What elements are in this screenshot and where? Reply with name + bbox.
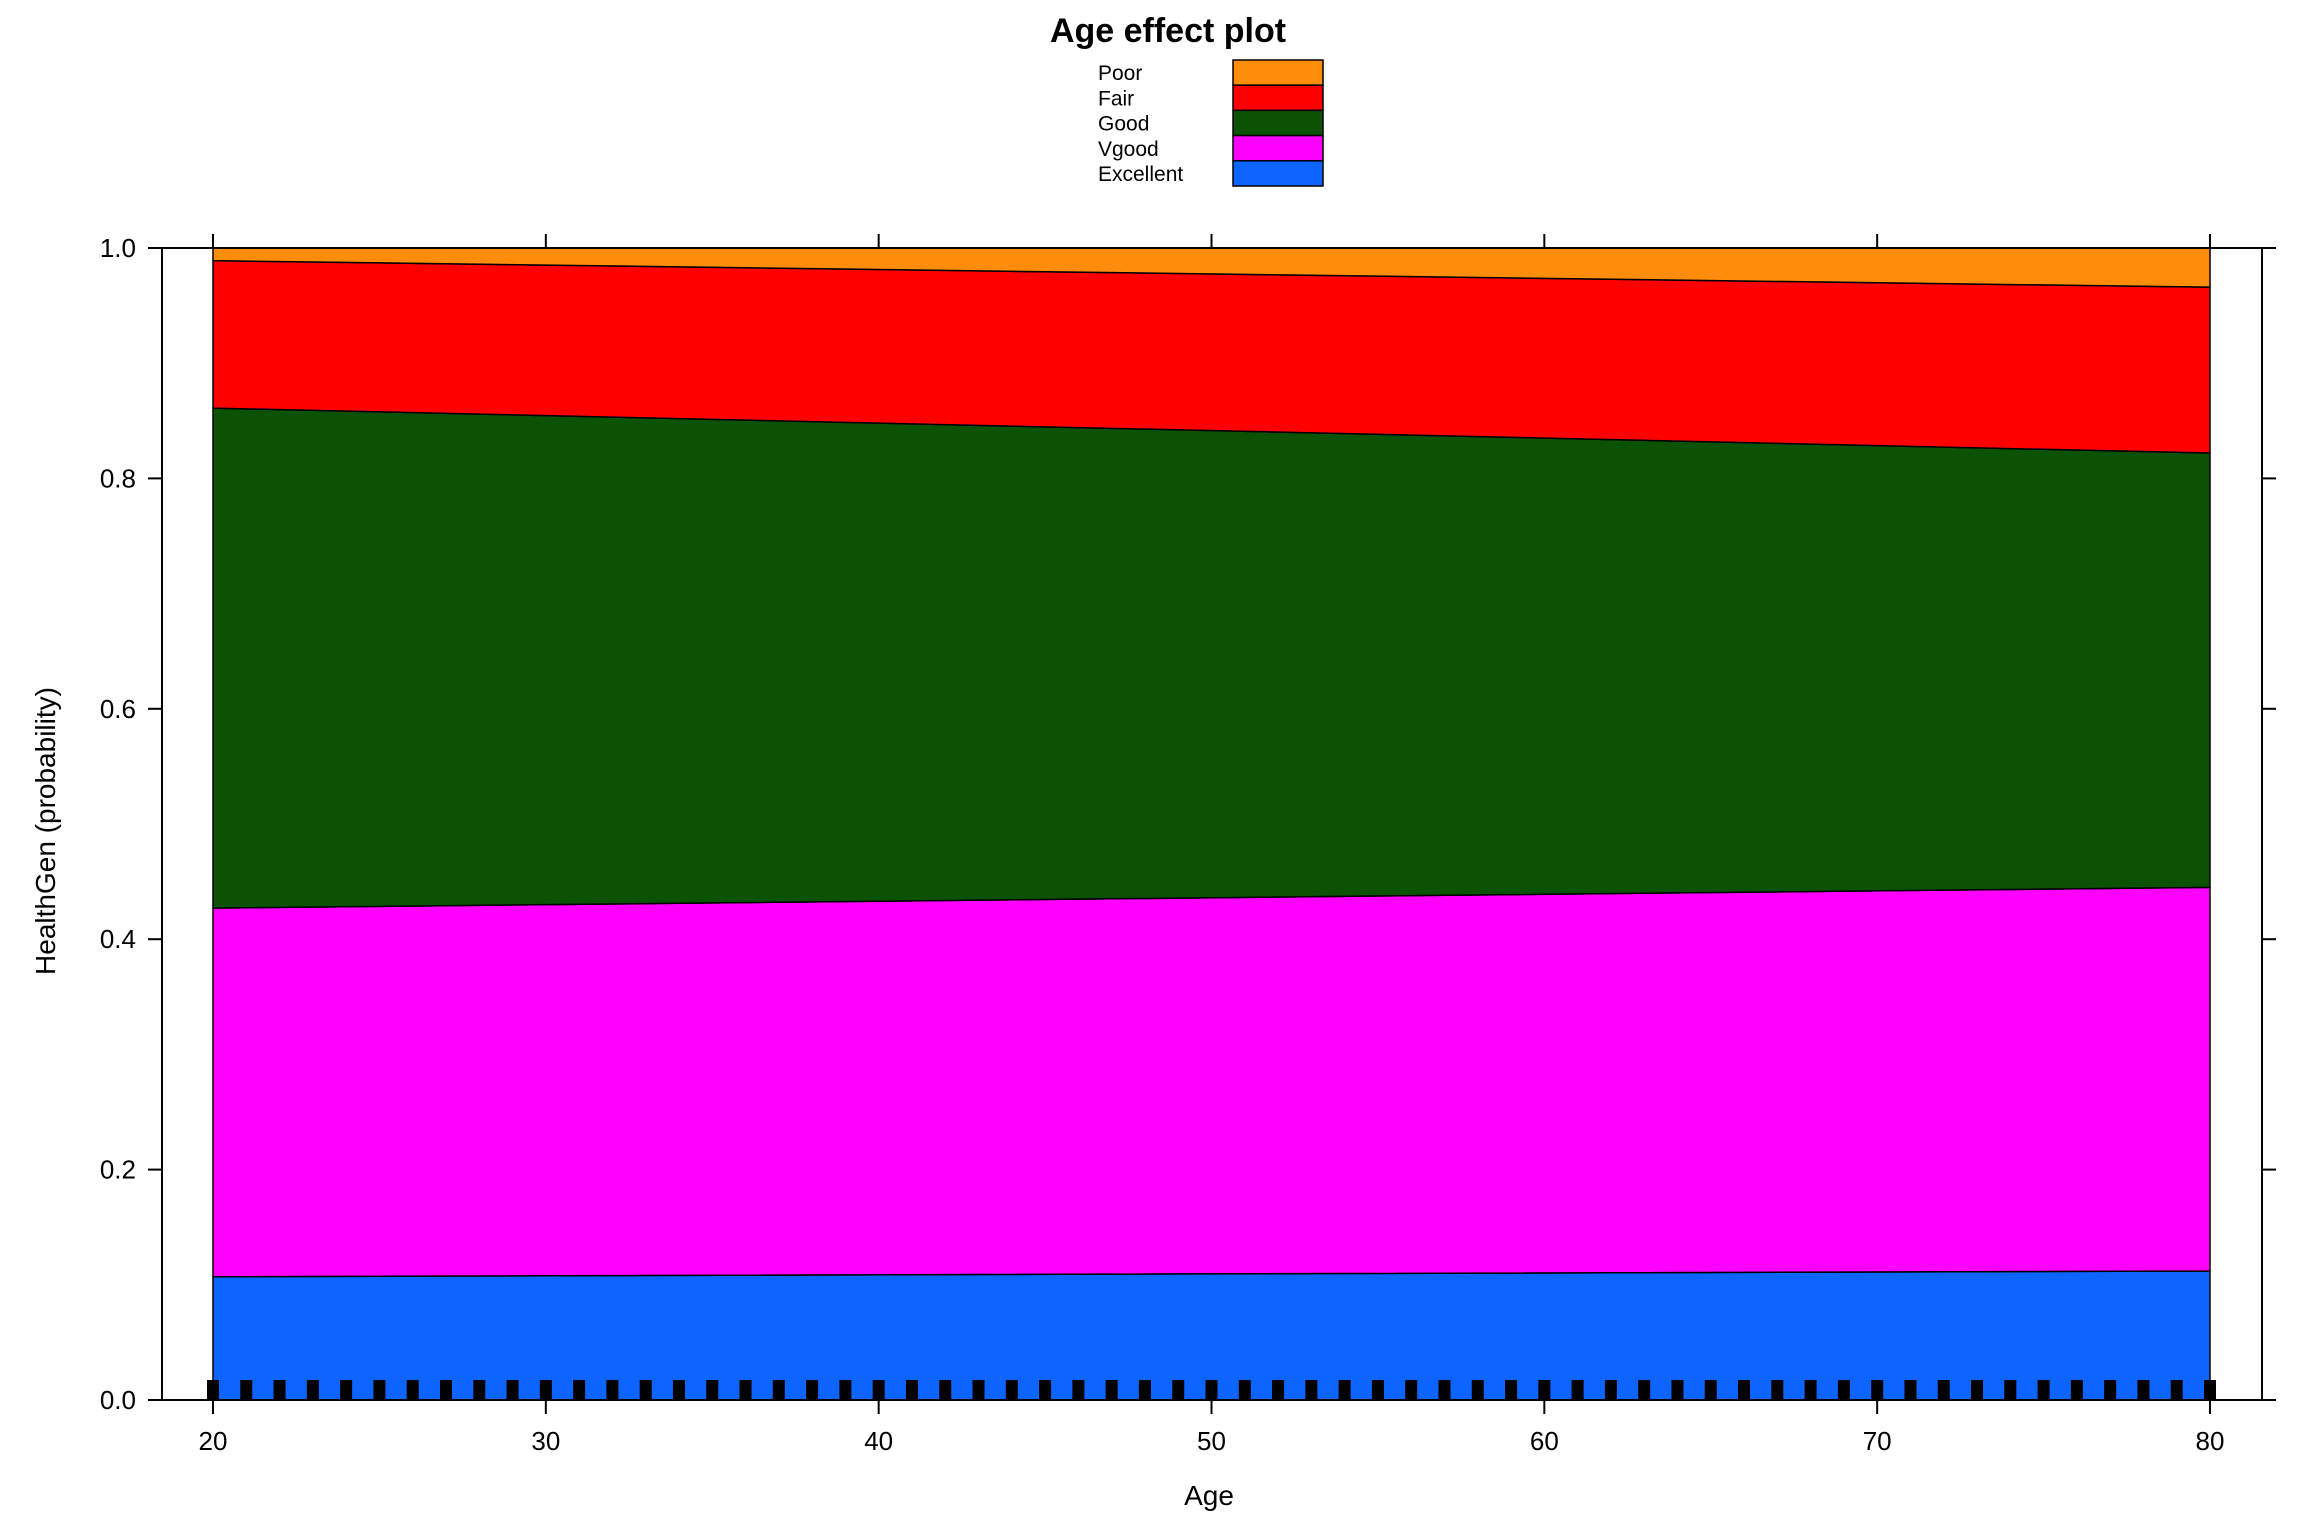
y-tick-label: 0.2 <box>100 1155 136 1185</box>
x-axis: 20 30 40 50 60 70 80 <box>199 234 2225 1456</box>
y-tick-label: 0.8 <box>100 463 136 493</box>
rug-mark <box>972 1380 985 1400</box>
rug-mark <box>1738 1380 1751 1400</box>
x-tick-label: 60 <box>1530 1426 1559 1456</box>
rug-mark <box>273 1380 286 1400</box>
rug-mark <box>1538 1380 1551 1400</box>
rug-mark <box>1571 1380 1584 1400</box>
legend-label-good: Good <box>1098 113 1149 136</box>
rug-mark <box>539 1380 552 1400</box>
rug-mark <box>1371 1380 1384 1400</box>
rug-mark <box>1871 1380 1884 1400</box>
rug-mark <box>1438 1380 1451 1400</box>
legend-swatch-vgood <box>1232 134 1324 162</box>
rug-mark <box>1937 1380 1950 1400</box>
area-vgood <box>212 886 2211 1278</box>
y-tick-label: 1.0 <box>100 233 136 263</box>
rug-mark <box>573 1380 586 1400</box>
rug-mark <box>1072 1380 1085 1400</box>
rug-mark <box>2104 1380 2117 1400</box>
rug-mark <box>1671 1380 1684 1400</box>
chart-title: Age effect plot <box>1050 12 1286 50</box>
rug-mark <box>606 1380 619 1400</box>
rug-mark <box>2137 1380 2150 1400</box>
rug-mark <box>240 1380 253 1400</box>
legend-swatch-fair <box>1232 84 1324 112</box>
legend-swatch-excellent <box>1232 160 1324 187</box>
rug-mark <box>2204 1380 2216 1400</box>
rug-mark <box>872 1380 885 1400</box>
rug-mark <box>839 1380 852 1400</box>
rug-mark <box>340 1380 353 1400</box>
rug-mark <box>1604 1380 1617 1400</box>
rug-mark <box>1272 1380 1285 1400</box>
rug-mark <box>1837 1380 1850 1400</box>
rug-mark <box>406 1380 419 1400</box>
x-tick-label: 40 <box>864 1426 893 1456</box>
legend-swatch-good <box>1232 109 1324 137</box>
legend-swatch-poor <box>1232 59 1324 86</box>
y-tick-label: 0.0 <box>100 1385 136 1415</box>
rug-mark <box>672 1380 685 1400</box>
x-axis-title: Age <box>1184 1480 1234 1511</box>
rug-mark <box>1305 1380 1318 1400</box>
rug-mark <box>207 1380 219 1400</box>
area-good <box>212 407 2211 909</box>
legend-label-fair: Fair <box>1098 87 1134 110</box>
rug-mark <box>1172 1380 1185 1400</box>
rug-mark <box>2170 1380 2183 1400</box>
rug-mark <box>473 1380 486 1400</box>
rug-mark <box>1238 1380 1251 1400</box>
stacked-areas <box>212 247 2211 1401</box>
rug-mark <box>706 1380 719 1400</box>
rug-marks <box>207 1380 2216 1400</box>
rug-mark <box>739 1380 752 1400</box>
y-tick-label: 0.6 <box>100 694 136 724</box>
rug-mark <box>439 1380 452 1400</box>
rug-mark <box>1405 1380 1418 1400</box>
x-tick-label: 30 <box>531 1426 560 1456</box>
legend-label-vgood: Vgood <box>1098 138 1159 161</box>
rug-mark <box>1704 1380 1717 1400</box>
x-tick-label: 50 <box>1197 1426 1226 1456</box>
rug-mark <box>2004 1380 2017 1400</box>
rug-mark <box>306 1380 319 1400</box>
rug-mark <box>1005 1380 1018 1400</box>
x-tick-label: 80 <box>2196 1426 2225 1456</box>
rug-mark <box>1471 1380 1484 1400</box>
rug-mark <box>1105 1380 1118 1400</box>
rug-mark <box>1505 1380 1518 1400</box>
rug-mark <box>1205 1380 1218 1400</box>
rug-mark <box>1138 1380 1151 1400</box>
legend-label-poor: Poor <box>1098 62 1142 85</box>
rug-mark <box>639 1380 652 1400</box>
rug-mark <box>1039 1380 1052 1400</box>
rug-mark <box>905 1380 918 1400</box>
rug-mark <box>772 1380 785 1400</box>
rug-mark <box>2070 1380 2083 1400</box>
x-tick-label: 70 <box>1863 1426 1892 1456</box>
rug-mark <box>506 1380 519 1400</box>
rug-mark <box>1971 1380 1984 1400</box>
y-axis: 0.0 0.2 0.4 0.6 0.8 1.0 <box>100 233 2276 1415</box>
rug-mark <box>373 1380 386 1400</box>
rug-mark <box>2037 1380 2050 1400</box>
x-tick-label: 20 <box>199 1426 228 1456</box>
rug-mark <box>1638 1380 1651 1400</box>
y-tick-label: 0.4 <box>100 924 136 954</box>
rug-mark <box>939 1380 952 1400</box>
rug-mark <box>806 1380 819 1400</box>
rug-mark <box>1904 1380 1917 1400</box>
rug-mark <box>1804 1380 1817 1400</box>
rug-mark <box>1338 1380 1351 1400</box>
legend-label-excellent: Excellent <box>1098 163 1183 186</box>
rug-mark <box>1771 1380 1784 1400</box>
y-axis-title: HealthGen (probability) <box>30 687 61 975</box>
